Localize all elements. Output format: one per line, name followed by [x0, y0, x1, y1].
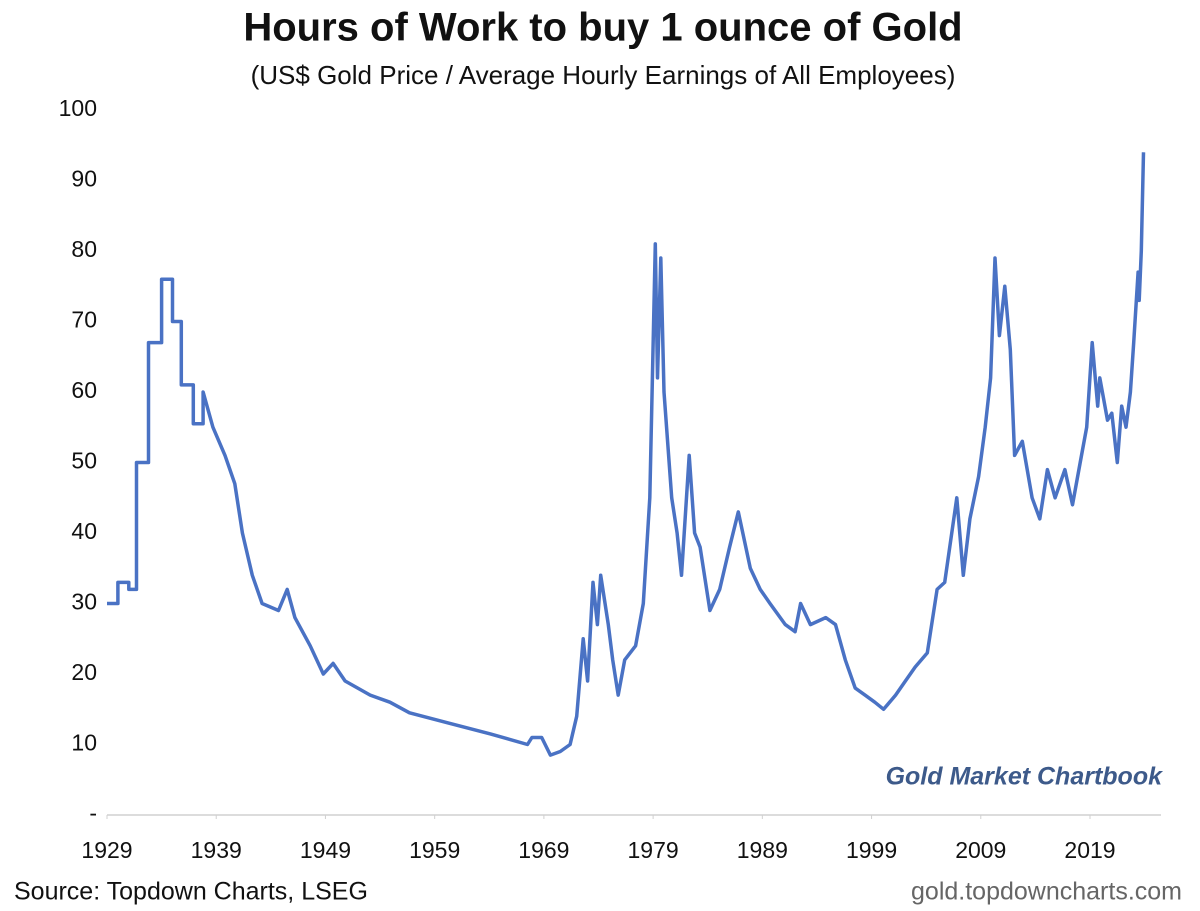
y-tick-label: 60 [71, 377, 97, 403]
annotation: Gold Market Chartbook [886, 763, 1164, 791]
y-tick-label: 40 [71, 518, 97, 544]
x-tick-label: 1959 [409, 837, 460, 863]
y-tick-label: - [89, 800, 97, 826]
y-tick-label: 20 [71, 659, 97, 685]
y-tick-label: 80 [71, 236, 97, 262]
x-tick-label: 1939 [191, 837, 242, 863]
website: gold.topdowncharts.com [911, 878, 1182, 906]
x-tick-label: 2019 [1064, 837, 1115, 863]
x-tick-label: 1969 [518, 837, 569, 863]
y-tick-label: 50 [71, 448, 97, 474]
data-line [107, 152, 1146, 757]
y-tick-label: 10 [71, 730, 97, 756]
chart-title: Hours of Work to buy 1 ounce of Gold [243, 6, 962, 50]
x-tick-label: 1999 [846, 837, 897, 863]
y-tick-label: 70 [71, 307, 97, 333]
x-tick-label: 1979 [628, 837, 679, 863]
x-tick-label: 1949 [300, 837, 351, 863]
source: Source: Topdown Charts, LSEG [14, 878, 368, 906]
y-tick-label: 30 [71, 589, 97, 615]
x-tick-label: 1989 [737, 837, 788, 863]
x-tick-label: 2009 [955, 837, 1006, 863]
y-tick-label: 100 [59, 95, 97, 121]
y-tick-label: 90 [71, 166, 97, 192]
chart-subtitle: (US$ Gold Price / Average Hourly Earning… [251, 60, 956, 90]
x-tick-label: 1929 [81, 837, 132, 863]
